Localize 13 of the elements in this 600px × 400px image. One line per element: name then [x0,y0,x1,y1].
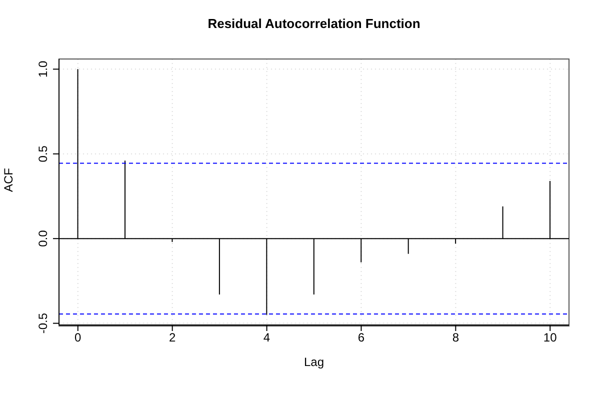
x-axis-title: Lag [304,355,324,369]
x-tick-label: 6 [358,330,365,345]
y-tick-label: 0.5 [36,145,50,162]
chart-title: Residual Autocorrelation Function [208,16,420,31]
y-tick-label: 0.0 [36,230,50,247]
x-tick-label: 10 [543,330,558,345]
y-tick-label: -0.5 [36,312,50,334]
x-tick-label: 2 [168,330,176,345]
x-tick-label: 4 [263,330,270,345]
y-axis-title: ACF [1,168,16,192]
x-tick-label: 0 [74,330,82,345]
x-tick-label: 8 [452,330,460,345]
y-tick-label: 1.0 [36,60,50,78]
